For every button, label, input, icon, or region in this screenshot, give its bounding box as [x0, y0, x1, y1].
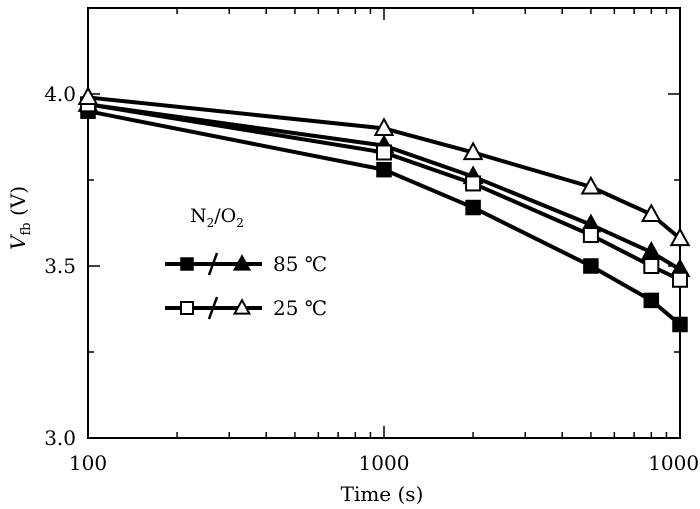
open-square-marker	[582, 227, 599, 244]
x-tick-label: 1000	[359, 451, 410, 475]
axis-ticks: 100 1000 10000 3.0 3.5 4.0	[44, 8, 700, 475]
filled-square-marker	[583, 258, 599, 274]
filled-triangle-marker	[232, 254, 252, 271]
y-tick-label: 4.0	[44, 82, 76, 106]
filled-square-marker	[672, 316, 688, 333]
y-tick-label: 3.5	[44, 254, 76, 278]
filled-square-marker	[643, 292, 660, 309]
open-square-marker	[643, 258, 660, 274]
open-triangle-marker	[580, 175, 602, 195]
legend-label: 25 ℃	[273, 296, 327, 320]
legend-slash	[207, 296, 219, 320]
filled-square-marker	[180, 257, 194, 271]
series-points-open-triangle	[77, 86, 691, 247]
open-square-marker	[376, 144, 392, 161]
open-triangle-marker	[669, 227, 691, 247]
open-triangle-marker	[462, 141, 484, 161]
open-square-marker	[672, 271, 688, 288]
x-tick-label: 10000	[648, 451, 700, 475]
series-group	[77, 86, 691, 333]
open-triangle-marker	[232, 298, 252, 315]
open-triangle-marker	[640, 203, 662, 223]
y-tick-label: 3.0	[44, 426, 76, 450]
legend-slash	[207, 252, 219, 276]
legend-entry: 85 ℃	[165, 252, 327, 276]
legend-label: 85 ℃	[273, 252, 327, 276]
x-axis-label: Time (s)	[341, 482, 424, 506]
open-square-marker	[180, 301, 194, 315]
open-triangle-marker	[373, 117, 395, 137]
legend-entry: 25 ℃	[165, 296, 327, 320]
y-axis-label: Vfb (V)	[6, 186, 34, 250]
open-square-marker	[465, 175, 482, 192]
x-tick-label: 100	[69, 451, 107, 475]
filled-square-marker	[465, 199, 481, 216]
legend-title: N2/O2	[190, 205, 244, 230]
open-triangle-marker	[77, 86, 99, 106]
filled-square-marker	[376, 161, 392, 178]
legend: N2/O2 85 ℃ 25 ℃	[165, 205, 327, 320]
